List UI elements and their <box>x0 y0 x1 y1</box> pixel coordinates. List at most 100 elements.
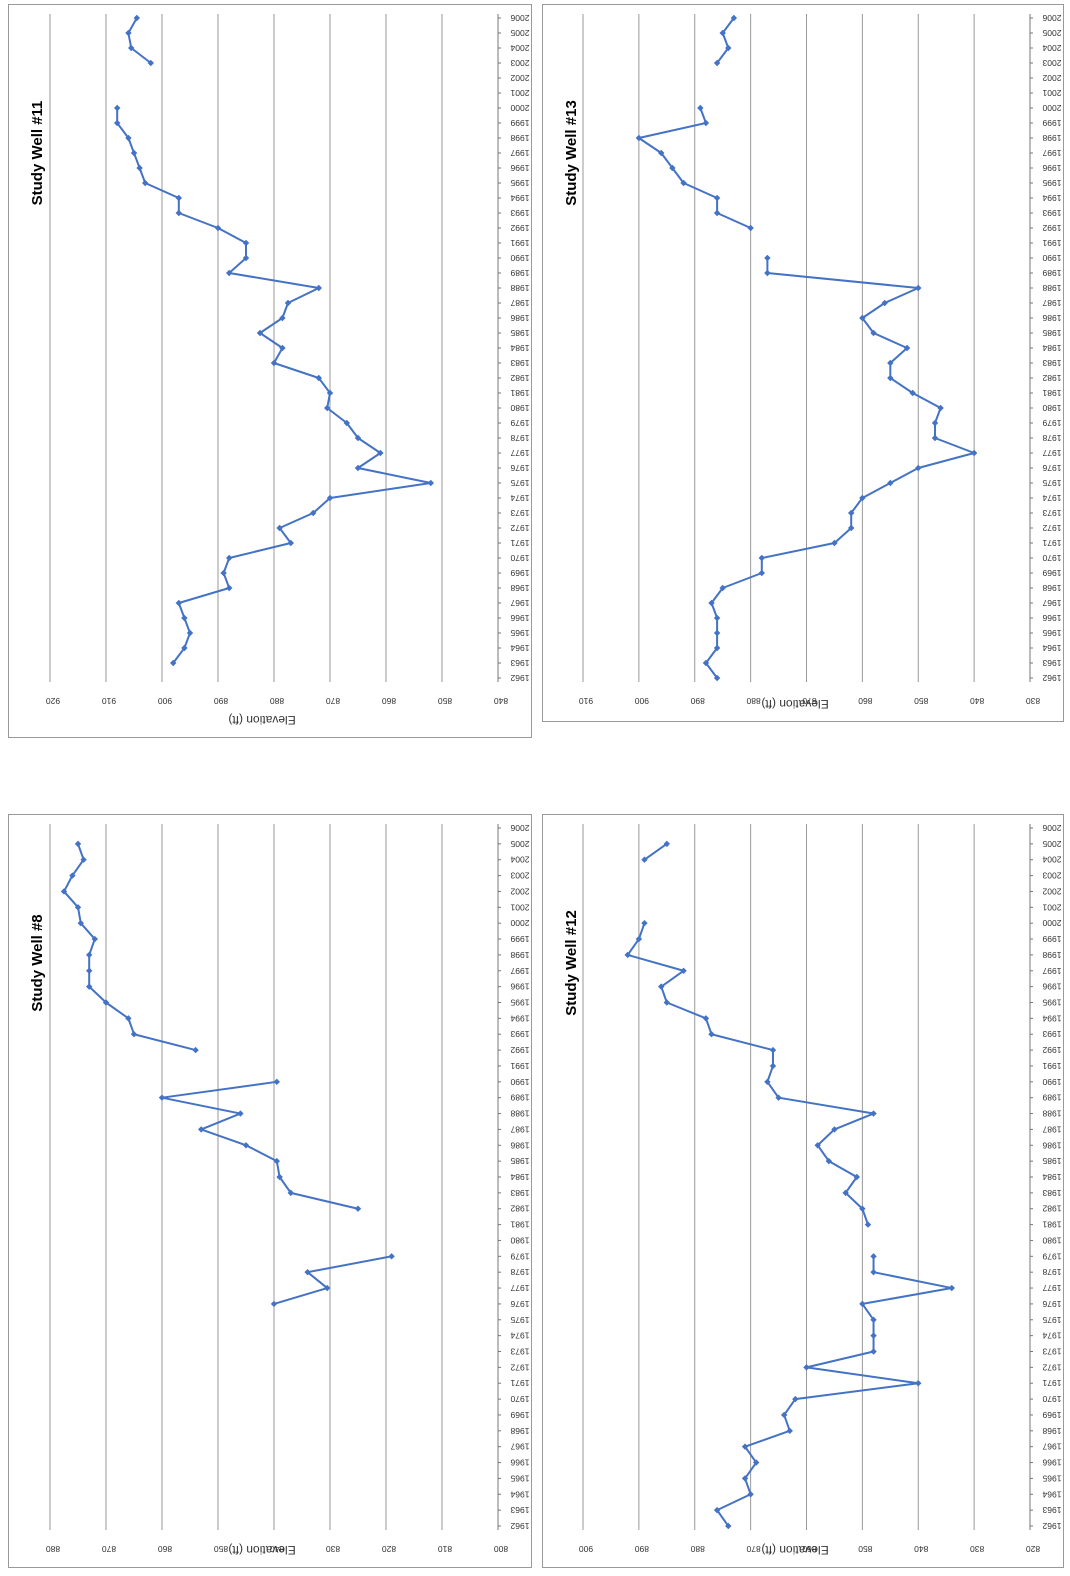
x-tick-label: 1993 <box>1042 1029 1061 1039</box>
x-tick-label: 1968 <box>510 583 529 593</box>
data-point <box>887 359 894 367</box>
data-point <box>747 1491 754 1498</box>
x-tick-label: 2006 <box>1042 13 1061 23</box>
x-tick-label: 1994 <box>510 193 529 203</box>
data-point <box>887 374 894 382</box>
x-tick-label: 1967 <box>1042 598 1061 608</box>
data-point <box>136 164 143 172</box>
x-tick-label: 1964 <box>510 1489 529 1499</box>
x-tick-label: 1978 <box>1042 1267 1061 1277</box>
data-point <box>377 449 384 457</box>
data-point <box>931 434 939 442</box>
x-tick-label: 2006 <box>510 823 529 833</box>
x-tick-label: 2005 <box>510 28 529 38</box>
x-tick-label: 2002 <box>510 73 529 83</box>
data-point <box>114 119 121 127</box>
x-tick-label: 1982 <box>510 373 529 383</box>
x-tick-label: 1982 <box>1042 1204 1061 1214</box>
x-tick-label: 1986 <box>510 313 529 323</box>
data-point <box>192 1046 199 1054</box>
x-tick-label: 1988 <box>1042 283 1061 293</box>
x-tick-label: 1977 <box>510 448 529 458</box>
data-point <box>713 644 721 652</box>
x-tick-label: 1991 <box>510 238 529 248</box>
data-point <box>354 434 362 442</box>
data-point <box>831 1126 838 1133</box>
chart-well-8: 880 870 860 850 840 830 820 810 800 1962 1963 1964 1… <box>8 814 532 1568</box>
x-tick-label: 1992 <box>510 1045 529 1055</box>
x-tick-label: 1994 <box>1042 1013 1061 1023</box>
data-point <box>181 644 188 652</box>
data-point <box>125 29 132 37</box>
data-point <box>747 224 754 232</box>
x-tick-label: 1970 <box>510 553 529 563</box>
data-point <box>713 194 721 202</box>
data-point <box>86 983 93 990</box>
data-point <box>859 314 866 322</box>
data-point <box>86 951 93 959</box>
y-tick-label: 860 <box>802 1544 816 1554</box>
data-point <box>708 1031 715 1038</box>
y-tick-label: 850 <box>438 696 452 706</box>
x-tick-label: 1973 <box>1042 508 1061 518</box>
x-tick-label: 1989 <box>510 1093 529 1103</box>
x-tick-label: 1975 <box>510 478 529 488</box>
data-point <box>125 134 132 142</box>
x-tick-label: 1993 <box>510 208 529 218</box>
data-point <box>713 614 721 622</box>
data-point <box>158 1094 166 1101</box>
data-point <box>915 284 922 292</box>
y-axis-title: Elevation (ft) <box>228 1543 295 1557</box>
y-tick-label: 870 <box>102 1544 116 1554</box>
x-tick-label: 2003 <box>1042 871 1061 881</box>
x-tick-label: 1970 <box>510 1394 529 1404</box>
x-tick-label: 1999 <box>1042 118 1061 128</box>
x-tick-label: 1977 <box>1042 1283 1061 1293</box>
data-point <box>859 1205 866 1212</box>
chart-panel-well-12: 900 890 880 870 860 850 840 830 820 1962 1963 1964 1… <box>542 814 1064 1568</box>
chart-border <box>542 814 1064 1568</box>
x-tick-label: 1970 <box>1042 553 1061 563</box>
data-point <box>719 584 726 592</box>
x-tick-label: 2001 <box>510 88 529 98</box>
x-tick-label: 1989 <box>510 268 529 278</box>
x-tick-label: 1967 <box>510 598 529 608</box>
data-point <box>315 284 322 292</box>
data-point <box>864 1221 872 1228</box>
x-tick-label: 1966 <box>510 1458 529 1468</box>
x-tick-label: 1966 <box>1042 1458 1061 1468</box>
data-point <box>859 1300 866 1308</box>
x-tick-label: 1982 <box>1042 373 1061 383</box>
x-tick-label: 1980 <box>1042 403 1061 413</box>
data-point <box>276 1173 283 1181</box>
data-point <box>170 659 177 667</box>
y-tick-label: 800 <box>494 1544 508 1554</box>
x-tick-label: 1976 <box>510 1299 529 1309</box>
series-line <box>63 843 196 1052</box>
data-point <box>276 524 283 532</box>
x-tick-label: 1993 <box>510 1029 529 1039</box>
x-tick-label: 1965 <box>510 1473 529 1483</box>
x-tick-label: 1971 <box>510 538 529 548</box>
y-tick-label: 860 <box>858 696 872 706</box>
x-tick-label: 1995 <box>510 178 529 188</box>
x-tick-label: 1984 <box>1042 343 1061 353</box>
data-point <box>237 1110 244 1117</box>
x-tick-label: 1963 <box>1042 658 1061 668</box>
data-point <box>758 569 765 577</box>
x-tick-label: 1995 <box>1042 178 1061 188</box>
data-point <box>663 840 671 848</box>
data-point <box>130 1031 138 1038</box>
x-tick-label: 1967 <box>510 1442 529 1452</box>
data-point <box>663 999 671 1006</box>
x-tick-label: 1970 <box>1042 1394 1061 1404</box>
x-tick-label: 2002 <box>510 886 529 896</box>
data-point <box>133 14 140 22</box>
x-tick-label: 1978 <box>510 1267 529 1277</box>
x-tick-label: 1988 <box>510 1109 529 1119</box>
x-tick-label: 1992 <box>510 223 529 233</box>
data-point <box>937 404 944 412</box>
data-point <box>74 840 82 848</box>
x-tick-label: 1969 <box>510 568 529 578</box>
x-tick-label: 2002 <box>1042 73 1061 83</box>
